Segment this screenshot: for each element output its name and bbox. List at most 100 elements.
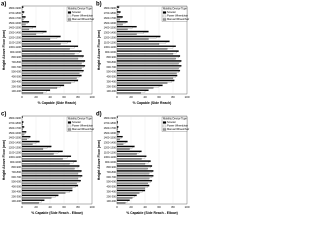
bar [21, 189, 73, 192]
bar [116, 48, 168, 50]
y-tick-label: 100-200 [106, 199, 116, 203]
y-tick-label: 1600-1700 [104, 16, 117, 20]
bar [116, 197, 133, 199]
bar [116, 128, 118, 131]
y-tick-label: 900-1000 [10, 160, 22, 164]
y-tick-label: 200-300 [106, 84, 116, 88]
bar [21, 35, 61, 38]
y-tick-label: 900-1000 [10, 50, 22, 54]
bar [21, 66, 84, 68]
y-tick-label: 200-300 [11, 194, 21, 198]
bar [116, 85, 160, 88]
y-tick-label: 300-400 [11, 189, 21, 193]
bar [116, 143, 124, 145]
bar [116, 160, 151, 162]
legend-swatch [162, 14, 167, 18]
bar [21, 13, 23, 16]
y-tick-label: 800-900 [106, 55, 116, 59]
bar [116, 194, 137, 197]
bar [21, 132, 26, 134]
y-tick-label: 400-500 [106, 75, 116, 79]
bar [116, 38, 149, 40]
bar [21, 128, 23, 131]
x-tick-label: 20 [34, 95, 38, 99]
bar [21, 177, 79, 180]
bar [21, 176, 81, 178]
bar [21, 81, 75, 83]
bar [21, 200, 42, 203]
y-axis-title: Height Above Floor (mm) [2, 30, 6, 70]
bar [21, 17, 25, 19]
bar [21, 60, 86, 62]
bar [116, 81, 172, 83]
bar [21, 76, 80, 78]
y-tick-label: 400-500 [11, 185, 21, 189]
x-tick-label: 80 [76, 205, 80, 209]
bar [21, 121, 24, 123]
bar [21, 84, 65, 87]
legend-label: Scooter [167, 10, 176, 14]
legend-swatch [162, 124, 167, 128]
bar [116, 138, 120, 141]
bar [21, 187, 73, 189]
y-tick-label: 100-200 [11, 199, 21, 203]
panel-label: b) [96, 2, 102, 8]
bar [116, 153, 137, 155]
y-tick-label: 200-300 [106, 194, 116, 198]
x-tick-label: 0 [21, 205, 23, 209]
bar [21, 33, 37, 35]
bar [116, 170, 154, 172]
bar [116, 57, 176, 60]
bar [116, 171, 153, 173]
y-tick-label: 1800-1900 [9, 6, 22, 10]
legend-title: Mobility Device Type [68, 7, 92, 11]
y-tick-label: 700-800 [11, 60, 21, 64]
y-tick-label: 1700-1800 [9, 121, 22, 125]
legend-title: Mobility Device Type [68, 117, 92, 121]
bar [21, 181, 80, 183]
bar [116, 89, 149, 91]
bar [116, 67, 179, 70]
bar [116, 122, 118, 125]
bar [116, 126, 119, 128]
bar [21, 163, 70, 165]
bar [21, 92, 44, 94]
bar [116, 62, 179, 65]
bar [116, 43, 160, 45]
y-tick-label: 600-700 [11, 65, 21, 69]
bar [116, 156, 146, 159]
bar [21, 51, 80, 54]
bar [21, 18, 24, 21]
y-tick-label: 1000-1100 [104, 45, 117, 49]
legend-title: Mobility Device Type [163, 7, 187, 11]
legend-swatch [67, 128, 72, 131]
bar [21, 202, 39, 204]
bar [116, 27, 133, 29]
bar [116, 46, 174, 49]
x-tick-label: 60 [62, 95, 66, 99]
bar [116, 6, 120, 8]
legend-label: Manual Wheelchair [167, 17, 189, 21]
y-tick-label: 700-800 [106, 170, 116, 174]
y-tick-label: 1500-1600 [104, 131, 117, 135]
bar [116, 165, 153, 167]
legend-label: Scooter [167, 120, 176, 124]
bar [21, 77, 77, 79]
legend-label: Manual Wheelchair [72, 127, 94, 131]
bar [116, 133, 119, 136]
bar [116, 30, 149, 33]
bar [116, 184, 150, 187]
bar [116, 33, 137, 35]
y-tick-label: 200-300 [11, 84, 21, 88]
bar [116, 55, 181, 57]
bar [21, 82, 72, 84]
bar [116, 74, 178, 77]
bar [21, 133, 25, 136]
legend-title: Mobility Device Type [163, 117, 187, 121]
y-tick-label: 1700-1800 [9, 11, 22, 15]
bar [116, 131, 120, 133]
legend-label: Manual Wheelchair [167, 127, 189, 131]
y-tick-label: 1700-1800 [104, 11, 117, 15]
y-tick-label: 1100-1200 [9, 40, 22, 44]
y-tick-label: 1200-1300 [104, 35, 117, 39]
